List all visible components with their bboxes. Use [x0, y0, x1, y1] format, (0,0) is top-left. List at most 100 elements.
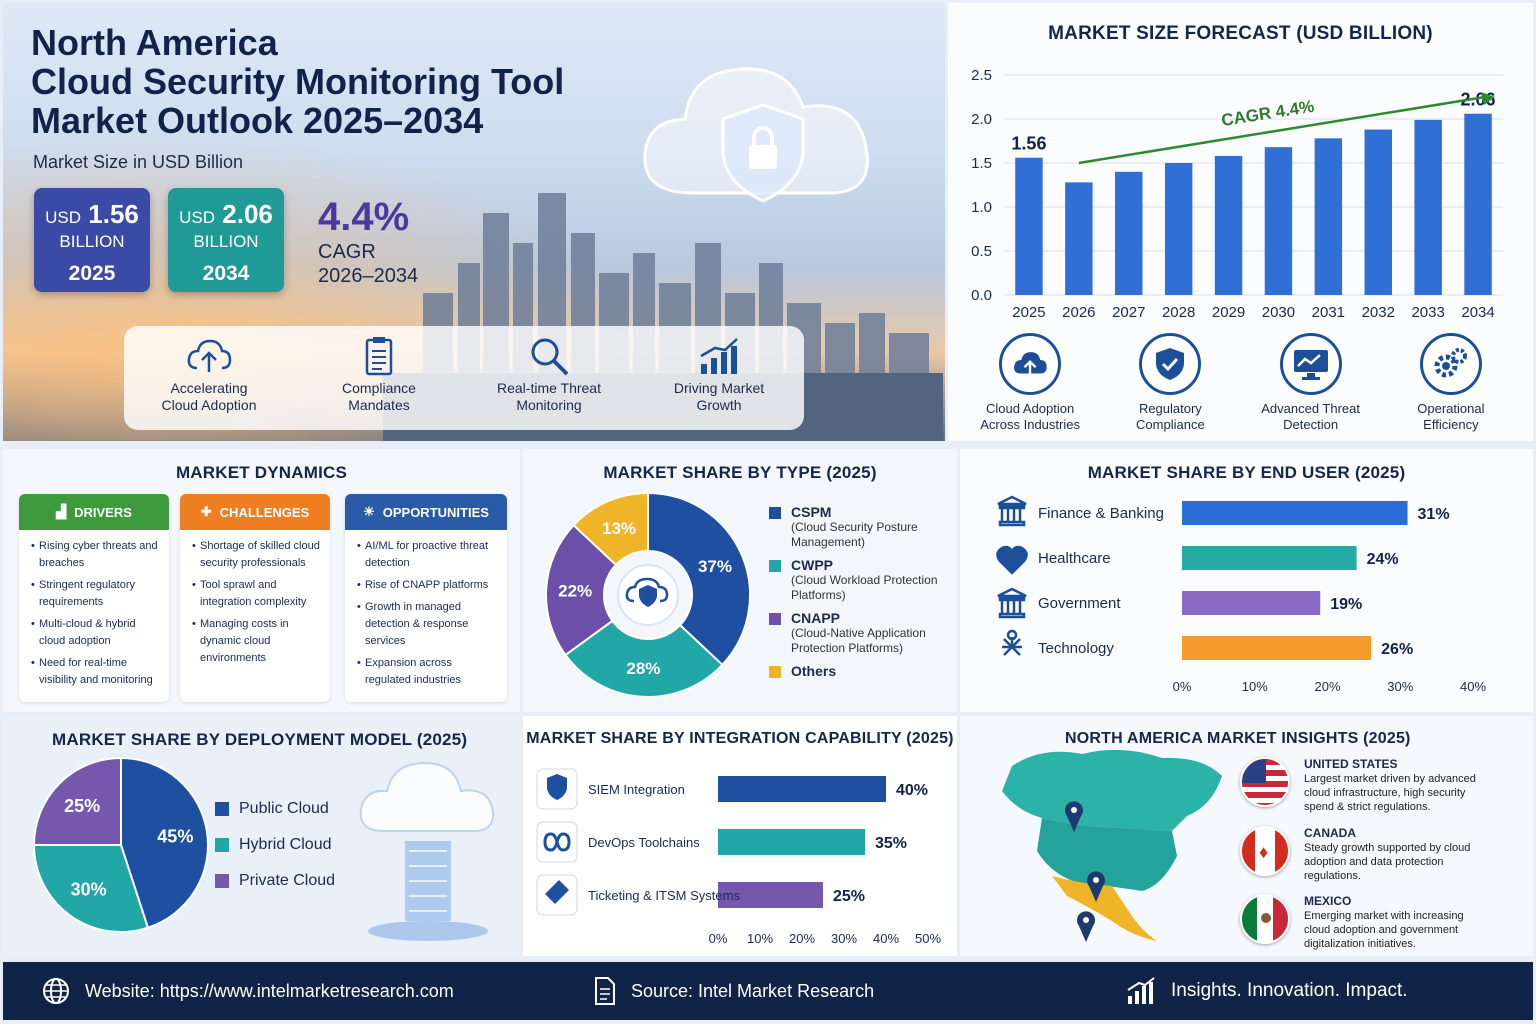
opportunities-header: ☀ OPPORTUNITIES — [345, 494, 507, 530]
market-share-type-panel: MARKET SHARE BY TYPE (2025) 37% 28% 22% 13%… — [523, 449, 957, 712]
kpi-2034-card: USD 2.06 BILLION 2034 — [168, 188, 284, 292]
market-share-deployment-panel: MARKET SHARE BY DEPLOYMENT MODEL (2025) … — [3, 716, 520, 956]
x-tick-label: 2034 — [1461, 304, 1494, 321]
bar — [1464, 113, 1492, 295]
slice-label: 13% — [602, 519, 636, 538]
ticket-icon — [545, 880, 569, 904]
category-label: Healthcare — [1038, 550, 1111, 567]
x-tick-label: 30% — [831, 931, 857, 946]
bar-chart-icon: ▟ — [56, 504, 67, 519]
slice-label: 30% — [71, 879, 107, 899]
bar — [718, 882, 823, 908]
bar — [1364, 129, 1392, 295]
list-item: Rise of CNAPP platforms — [357, 577, 499, 594]
data-label: 25% — [833, 888, 865, 905]
forecast-title: MARKET SIZE FORECAST (USD BILLION) — [1048, 23, 1433, 44]
feature-threat-monitoring: Real-time Threat Monitoring — [474, 336, 624, 430]
shield-check-icon — [1156, 348, 1185, 380]
x-tick-label: 30% — [1387, 679, 1413, 694]
data-label: 1.56 — [1011, 134, 1046, 154]
bar — [1164, 163, 1193, 295]
cloud-icon — [625, 577, 669, 603]
x-tick-label: 2025 — [1012, 304, 1045, 321]
type-legend: CSPM (Cloud Security Posture Management) … — [769, 504, 954, 686]
arrow-head — [1481, 92, 1495, 105]
slice-label: 22% — [558, 581, 592, 600]
drivers-header: ▟ DRIVERS — [19, 494, 169, 530]
bar — [1214, 155, 1243, 295]
end-user-title: MARKET SHARE BY END USER (2025) — [1087, 463, 1406, 482]
bar — [1182, 591, 1321, 615]
cloud-lock-illustration — [643, 67, 869, 203]
x-tick-label: 40% — [1460, 679, 1486, 694]
canada-flag-icon: ♦ — [1240, 826, 1290, 876]
legend-item: Private Cloud — [215, 872, 335, 890]
theme-threat-detection: Advanced Threat Detection — [1246, 333, 1376, 433]
x-tick-label: 20% — [789, 931, 815, 946]
website-link[interactable]: Website: https://www.intelmarketresearch… — [85, 980, 454, 1001]
pie-slice — [32, 844, 150, 933]
market-share-integration-panel: MARKET SHARE BY INTEGRATION CAPABILITY (… — [523, 716, 957, 956]
data-label: 24% — [1367, 551, 1399, 568]
theme-operational-efficiency: Operational Efficiency — [1386, 333, 1516, 433]
x-tick-label: 2030 — [1262, 304, 1295, 321]
forecast-panel: MARKET SIZE FORECAST (USD BILLION) 0.0 0.… — [948, 3, 1533, 441]
lightbulb-icon: ☀ — [363, 504, 375, 519]
category-label: DevOps Toolchains — [588, 835, 700, 850]
list-item: Expansion across regulated industries — [357, 655, 499, 689]
opportunities-column: ☀OPPORTUNITIES AI/ML for proactive threa… — [345, 494, 507, 702]
x-tick-label: 0% — [1173, 679, 1192, 694]
pie-slice — [572, 491, 649, 567]
shield-check-icon — [547, 774, 567, 800]
x-tick-label: 2027 — [1112, 304, 1145, 321]
legend-swatch — [215, 874, 229, 888]
legend-item: Hybrid Cloud — [215, 836, 335, 854]
list-item: Need for real-time visibility and monito… — [31, 655, 161, 689]
challenges-header: ✚ CHALLENGES — [180, 494, 330, 530]
puzzle-icon: ✚ — [200, 504, 212, 519]
feature-cloud-adoption: Accelerating Cloud Adoption — [134, 336, 284, 430]
government-building-icon — [997, 587, 1027, 619]
bar — [1182, 636, 1372, 660]
growth-chart-icon — [700, 338, 738, 374]
hero-panel: North America Cloud Security Monitoring T… — [3, 3, 945, 441]
bar — [1182, 546, 1357, 570]
category-label: SIEM Integration — [588, 782, 685, 797]
list-item: Growth in managed detection & response s… — [357, 599, 499, 650]
category-label: Technology — [1038, 640, 1114, 657]
slice-label: 37% — [698, 557, 732, 576]
x-tick-label: 2026 — [1062, 304, 1095, 321]
slice-label: 25% — [64, 796, 100, 816]
shield-icon — [639, 585, 657, 607]
legend-label: Hybrid Cloud — [239, 836, 332, 853]
gears-icon — [1434, 348, 1467, 378]
bar — [718, 829, 865, 855]
slice-label: 28% — [626, 659, 660, 678]
category-label: Ticketing & ITSM Systems — [588, 888, 740, 903]
server-cloud-illustration — [359, 761, 495, 941]
list-item: Shortage of skilled cloud security profe… — [192, 538, 322, 572]
footer-tagline: Insights. Innovation. Impact. — [1125, 962, 1408, 1020]
x-tick-label: 2031 — [1312, 304, 1345, 321]
bank-icon — [997, 495, 1027, 527]
legend-label: Private Cloud — [239, 872, 336, 889]
market-share-end-user-panel: MARKET SHARE BY END USER (2025) 31% Finan… — [960, 449, 1533, 712]
network-icon — [1002, 629, 1022, 656]
dynamics-title: MARKET DYNAMICS — [175, 463, 348, 482]
document-icon — [595, 977, 615, 1005]
x-tick-label: 2028 — [1162, 304, 1195, 321]
type-donut-chart: 37% 28% 22% 13% — [545, 491, 751, 698]
data-label: 35% — [875, 835, 907, 852]
x-tick-label: 2032 — [1362, 304, 1395, 321]
y-tick-label: 0.5 — [971, 243, 992, 260]
pie-slice — [32, 756, 122, 846]
deployment-pie-chart: 45% 30% 25% — [32, 756, 209, 933]
slice-label: 45% — [157, 826, 193, 846]
cagr-annotation: CAGR 4.4% — [1220, 97, 1315, 130]
legend-item-cnapp: CNAPP (Cloud-Native Application Protectio… — [769, 610, 954, 656]
data-label: 26% — [1381, 641, 1413, 658]
hero-feature-strip: Accelerating Cloud Adoption Compliance Man… — [124, 326, 804, 430]
x-tick-label: 10% — [747, 931, 773, 946]
hero-subtitle: Market Size in USD Billion — [33, 152, 244, 172]
footer-website[interactable]: Website: https://www.intelmarketresearch… — [41, 962, 454, 1020]
